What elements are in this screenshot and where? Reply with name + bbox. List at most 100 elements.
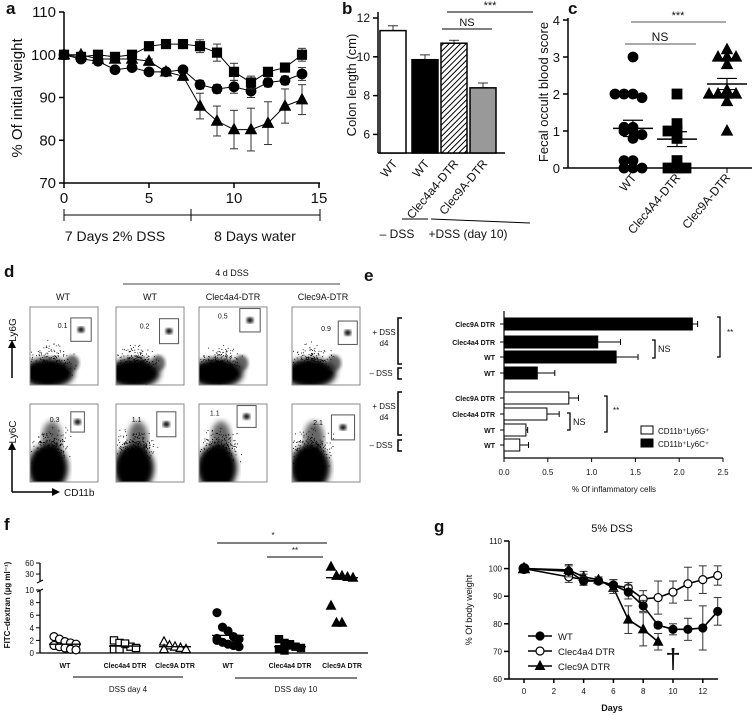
bar-white bbox=[379, 29, 407, 154]
cell-dot bbox=[314, 456, 316, 457]
cell-dot bbox=[223, 448, 225, 450]
cell-dot bbox=[304, 361, 306, 363]
cell-dot bbox=[150, 451, 152, 453]
cell-dot bbox=[312, 447, 314, 449]
flow-cloud bbox=[292, 421, 347, 482]
cell-dot bbox=[47, 436, 49, 438]
cell-dot bbox=[226, 365, 228, 367]
bar-ly6c bbox=[503, 366, 538, 380]
cell-dot bbox=[330, 350, 332, 352]
cell-dot bbox=[132, 450, 133, 452]
cell-dot bbox=[130, 371, 132, 373]
cell-dot bbox=[47, 455, 49, 457]
cell-dot bbox=[142, 361, 144, 363]
cell-dot bbox=[223, 459, 225, 460]
cell-dot bbox=[44, 366, 46, 368]
cell-dot bbox=[140, 451, 142, 453]
y-tick-label: 8 bbox=[363, 89, 370, 103]
cell-dot bbox=[307, 436, 309, 438]
cell-dot bbox=[224, 362, 226, 364]
cell-dot bbox=[144, 379, 146, 381]
data-point-square bbox=[662, 162, 674, 174]
cell-dot bbox=[225, 348, 227, 350]
cell-dot bbox=[56, 455, 58, 457]
cell-dot bbox=[222, 375, 224, 377]
cell-dot bbox=[152, 440, 154, 442]
cell-dot bbox=[64, 441, 65, 443]
cell-dot bbox=[301, 358, 303, 360]
cell-dot bbox=[122, 348, 124, 350]
cell-dot bbox=[229, 438, 231, 440]
legend-marker bbox=[535, 646, 545, 656]
cell-dot bbox=[137, 362, 139, 364]
cell-dot bbox=[313, 373, 315, 375]
cell-dot bbox=[61, 439, 63, 440]
cell-dot bbox=[222, 454, 224, 456]
group-label: – DSS bbox=[369, 441, 392, 450]
cell-dot bbox=[123, 442, 125, 444]
cell-dot bbox=[302, 354, 303, 356]
cell-dot bbox=[223, 362, 225, 364]
cell-dot bbox=[65, 448, 67, 450]
cell-dot bbox=[234, 357, 236, 358]
cell-dot bbox=[152, 370, 154, 372]
cell-dot bbox=[55, 443, 57, 445]
cell-dot bbox=[209, 373, 211, 375]
cell-dot bbox=[207, 449, 208, 451]
cell-dot bbox=[229, 369, 231, 371]
y-tick-label: 10 bbox=[357, 50, 371, 64]
cell-dot bbox=[212, 350, 214, 352]
cell-dot bbox=[304, 365, 306, 367]
cell-dot bbox=[124, 451, 126, 453]
cell-dot bbox=[306, 363, 308, 365]
cell-dot bbox=[135, 450, 137, 452]
cell-dot bbox=[136, 357, 138, 359]
cell-dot bbox=[310, 367, 311, 369]
cell-dot bbox=[304, 442, 306, 444]
panel-label-g: g bbox=[434, 517, 444, 536]
cell-dot bbox=[137, 445, 139, 447]
bar-gray bbox=[469, 87, 497, 154]
y-tick-label: 100 bbox=[489, 565, 503, 574]
cell-dot bbox=[48, 351, 50, 352]
cell-dot bbox=[300, 440, 301, 442]
cell-dot bbox=[300, 464, 302, 466]
cell-dot bbox=[317, 364, 319, 366]
cell-dot bbox=[215, 357, 217, 359]
cell-dot bbox=[314, 430, 316, 432]
cell-dot bbox=[216, 450, 218, 452]
cell-dot bbox=[130, 350, 132, 352]
cell-dot bbox=[36, 454, 38, 456]
cell-dot bbox=[70, 363, 72, 365]
cell-dot bbox=[145, 359, 147, 361]
cell-dot bbox=[56, 366, 58, 368]
cell-dot bbox=[222, 436, 224, 438]
cell-dot bbox=[312, 380, 313, 382]
y-tick-label: 10 bbox=[25, 586, 34, 595]
cell-dot bbox=[236, 353, 238, 355]
cell-dot bbox=[129, 361, 130, 363]
cell-dot bbox=[316, 356, 318, 358]
cell-dot bbox=[126, 442, 128, 444]
cell-dot bbox=[293, 372, 294, 374]
cell-dot bbox=[137, 453, 139, 455]
cell-dot bbox=[315, 447, 317, 449]
cell-dot bbox=[322, 452, 323, 454]
data-point-circle bbox=[143, 66, 155, 78]
cell-dot bbox=[212, 446, 214, 448]
cell-dot bbox=[212, 430, 213, 431]
cell-dot bbox=[325, 371, 327, 373]
cell-dot bbox=[218, 445, 220, 447]
cell-dot bbox=[303, 367, 305, 369]
cell-dot bbox=[67, 362, 68, 364]
cell-dot bbox=[217, 444, 219, 446]
cell-dot bbox=[296, 450, 298, 451]
cell-dot bbox=[330, 447, 332, 449]
cell-dot bbox=[218, 452, 220, 453]
cell-dot bbox=[208, 356, 210, 357]
y-axis-label-ly6g: Ly6G bbox=[8, 318, 19, 342]
significance-label: NS bbox=[658, 344, 671, 354]
cell-dot bbox=[309, 348, 311, 350]
cell-dot bbox=[61, 360, 63, 362]
cell-dot bbox=[312, 448, 314, 450]
